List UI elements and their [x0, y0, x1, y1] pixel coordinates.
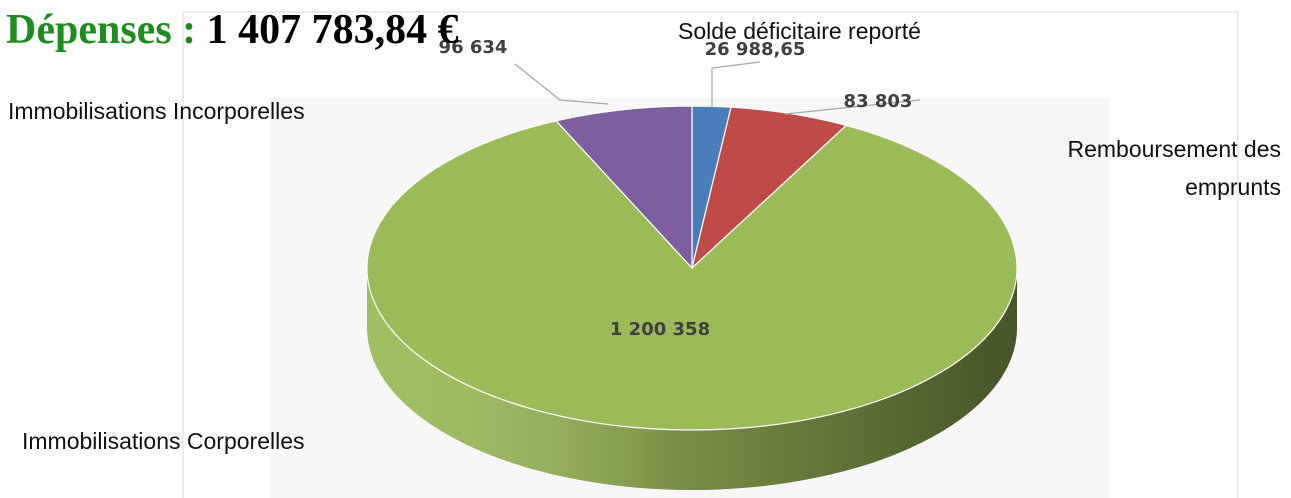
chart-frame — [182, 11, 1239, 498]
category-label: Immobilisations Incorporelles — [8, 98, 305, 124]
data-label: 96 634 — [439, 37, 508, 58]
data-label: 83 803 — [844, 91, 913, 112]
data-label: 1 200 358 — [610, 319, 710, 340]
title-text: Dépenses : — [6, 7, 197, 53]
pie-tops — [366, 105, 1018, 431]
leader-line — [514, 63, 609, 105]
leader-line — [711, 61, 761, 108]
chart-title: Dépenses : 1 407 783,84 € — [6, 6, 459, 54]
category-label: Solde déficitaire reporté — [678, 18, 921, 44]
side-shade — [367, 268, 1017, 490]
pie-sides — [367, 268, 1017, 490]
data-labels: 26 988,65 83 803 1 200 358 96 634 — [439, 37, 921, 340]
leader-line — [784, 99, 921, 115]
slice — [554, 105, 693, 270]
slice — [366, 120, 1018, 431]
data-label: 26 988,65 — [705, 39, 806, 60]
category-label: Remboursement des emprunts — [1067, 136, 1282, 200]
category-label: Immobilisations Corporelles — [22, 428, 305, 454]
title-total: 1 407 783,84 € — [206, 7, 459, 53]
